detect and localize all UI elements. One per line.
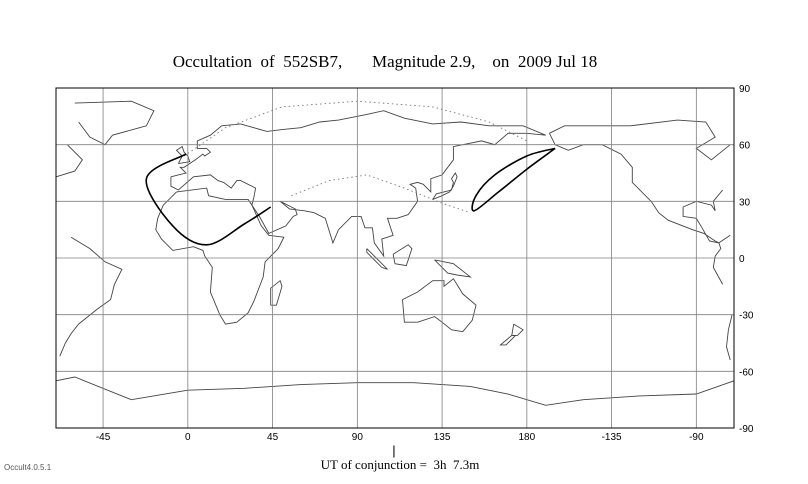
north-limit-line (183, 100, 528, 157)
y-tick-label: -30 (739, 311, 754, 322)
x-tick-label: 45 (267, 432, 279, 443)
africa-coastline (155, 187, 285, 325)
new-zealand-south-coastline (499, 334, 517, 346)
y-tick-label: 90 (739, 84, 751, 95)
occultation-paths (145, 100, 556, 246)
new-guinea-coastline (434, 259, 472, 278)
uk-coastline (175, 145, 191, 165)
south-america-coastline (718, 234, 731, 244)
eurasia-coastline (170, 110, 546, 258)
x-tick-label: 135 (434, 432, 451, 443)
conjunction-marker: | (392, 443, 395, 458)
coastlines (55, 100, 735, 406)
map-grid (56, 87, 734, 429)
antarctica-coastline (55, 376, 735, 406)
north-america-coastline (549, 119, 731, 161)
x-tick-label: -135 (602, 432, 622, 443)
x-tick-label: -45 (96, 432, 111, 443)
x-tick-labels: -45 0 45 90 135 180 -135 -90 (96, 432, 704, 443)
x-tick-label: -90 (689, 432, 704, 443)
south-america-coastline (59, 236, 123, 357)
north-america-coastline (548, 133, 724, 244)
north-america-coastline (55, 144, 83, 178)
central-path-africa (145, 153, 272, 246)
south-america-coastline (726, 314, 733, 361)
y-tick-label: -60 (739, 367, 754, 378)
version-label: Occult4.0.5.1 (4, 463, 52, 472)
x-tick-label: 180 (518, 432, 535, 443)
japan-coastline (432, 172, 458, 200)
greenland-coastline (74, 100, 155, 146)
y-tick-label: -90 (739, 424, 754, 435)
conjunction-time-label: UT of conjunction = 3h 7.3m (320, 457, 480, 472)
y-tick-label: 0 (739, 254, 745, 265)
y-tick-label: 60 (739, 141, 751, 152)
x-tick-label: 90 (352, 432, 364, 443)
map-frame (55, 87, 735, 429)
map-title: Occultation of 552SB7, Magnitude 2.9, on… (172, 52, 598, 71)
central-path-pacific (471, 147, 556, 212)
south-america-coastline (712, 242, 724, 285)
y-tick-labels: 90 60 30 0 -30 -60 -90 (739, 84, 754, 435)
borneo-coastline (392, 244, 413, 267)
south-limit-line (291, 174, 471, 214)
new-zealand-coastline (511, 323, 524, 336)
australia-coastline (402, 278, 477, 333)
madagascar-coastline (270, 279, 283, 306)
x-tick-label: 0 (185, 432, 191, 443)
sumatra-coastline (366, 248, 388, 270)
y-tick-label: 30 (739, 197, 751, 208)
